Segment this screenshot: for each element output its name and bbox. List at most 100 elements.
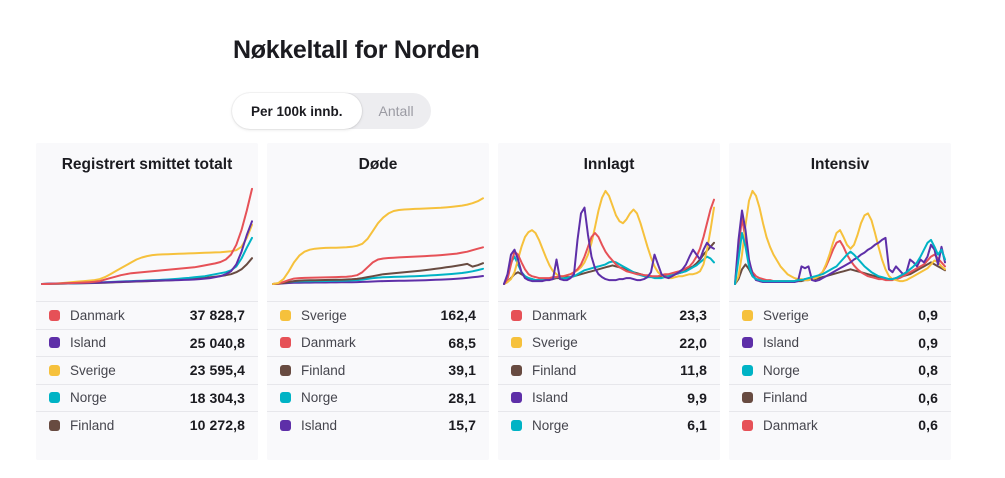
panel-title: Intensiv (810, 156, 870, 173)
legend-color-swatch-icon (742, 337, 753, 349)
legend-value: 25 040,8 (189, 334, 245, 351)
legend-value: 0,6 (918, 417, 938, 434)
legend-color-swatch-icon (511, 364, 522, 376)
legend-table: Sverige 162,4 Danmark 68,5 Finland 39,1 … (267, 301, 489, 439)
legend-color-swatch-icon (511, 309, 522, 321)
legend-country-label: Danmark (70, 307, 125, 323)
legend-color-swatch-icon (49, 364, 60, 376)
line-sverige (41, 223, 253, 285)
line-danmark (41, 187, 253, 285)
legend-value: 6,1 (687, 417, 707, 434)
line-finland (272, 262, 484, 285)
legend-color-swatch-icon (49, 309, 60, 321)
legend-country-label: Danmark (301, 335, 356, 351)
legend-country-label: Danmark (763, 417, 818, 433)
legend-country-label: Norge (763, 362, 800, 378)
legend-value: 28,1 (448, 389, 476, 406)
legend-value: 9,9 (687, 389, 707, 406)
trend-line-chart (734, 189, 946, 285)
legend-country-label: Danmark (532, 307, 587, 323)
legend-color-swatch-icon (742, 364, 753, 376)
legend-country-label: Island (70, 335, 107, 351)
legend-value: 68,5 (448, 334, 476, 351)
legend-color-swatch-icon (280, 419, 291, 431)
line-sverige (272, 197, 484, 285)
legend-country-label: Finland (763, 390, 808, 406)
line-danmark (734, 216, 946, 285)
panel-title: Innlagt (583, 156, 635, 173)
legend-row: Island 0,9 (729, 328, 951, 357)
legend-value: 10 272,8 (189, 417, 245, 434)
legend-value: 0,9 (918, 334, 938, 351)
legend-row: Danmark 0,6 (729, 411, 951, 439)
legend-row: Sverige 22,0 (498, 328, 720, 357)
legend-value: 162,4 (440, 307, 476, 324)
legend-country-label: Island (532, 390, 569, 406)
legend-row: Sverige 0,9 (729, 301, 951, 329)
trend-line-chart (41, 187, 253, 285)
legend-color-swatch-icon (742, 419, 753, 431)
legend-row: Island 15,7 (267, 411, 489, 439)
legend-country-label: Sverige (70, 362, 116, 378)
panel-title: Registrert smittet totalt (61, 156, 233, 173)
legend-value: 23 595,4 (189, 362, 245, 379)
panels-row: Registrert smittet totalt Danmark 37 828… (36, 143, 951, 460)
legend-color-swatch-icon (511, 337, 522, 349)
legend-color-swatch-icon (49, 392, 60, 404)
panel-title: Døde (358, 156, 398, 173)
legend-row: Norge 18 304,3 (36, 383, 258, 412)
legend-value: 18 304,3 (189, 389, 245, 406)
legend-row: Island 25 040,8 (36, 328, 258, 357)
legend-row: Danmark 37 828,7 (36, 301, 258, 329)
legend-table: Sverige 0,9 Island 0,9 Norge 0,8 Finland… (729, 301, 951, 439)
unit-toggle-group: Per 100k innb. Antall (232, 93, 431, 129)
legend-country-label: Sverige (301, 307, 347, 323)
legend-color-swatch-icon (280, 392, 291, 404)
legend-row: Sverige 162,4 (267, 301, 489, 329)
legend-color-swatch-icon (511, 419, 522, 431)
legend-color-swatch-icon (280, 364, 291, 376)
panel-registrert-smittet: Registrert smittet totalt Danmark 37 828… (36, 143, 258, 460)
legend-row: Finland 0,6 (729, 383, 951, 412)
panel-dode: Døde Sverige 162,4 Danmark 68,5 Finland … (267, 143, 489, 460)
legend-color-swatch-icon (49, 419, 60, 431)
legend-value: 0,9 (918, 307, 938, 324)
legend-country-label: Norge (70, 390, 107, 406)
legend-color-swatch-icon (742, 392, 753, 404)
legend-value: 0,6 (918, 389, 938, 406)
legend-row: Sverige 23 595,4 (36, 356, 258, 384)
panel-intensiv: Intensiv Sverige 0,9 Island 0,9 Norge 0,… (729, 143, 951, 460)
toggle-option-per-100k[interactable]: Per 100k innb. (232, 93, 362, 129)
legend-table: Danmark 23,3 Sverige 22,0 Finland 11,8 I… (498, 301, 720, 439)
legend-value: 11,8 (680, 362, 707, 379)
page-title: Nøkkeltall for Norden (233, 36, 480, 64)
legend-color-swatch-icon (280, 309, 291, 321)
legend-color-swatch-icon (49, 337, 60, 349)
legend-country-label: Finland (70, 417, 115, 433)
legend-value: 0,8 (918, 362, 938, 379)
legend-value: 22,0 (679, 334, 707, 351)
legend-country-label: Norge (301, 390, 338, 406)
legend-row: Island 9,9 (498, 383, 720, 412)
legend-color-swatch-icon (280, 337, 291, 349)
line-danmark (272, 246, 484, 285)
panel-innlagt: Innlagt Danmark 23,3 Sverige 22,0 Finlan… (498, 143, 720, 460)
legend-row: Danmark 68,5 (267, 328, 489, 357)
legend-row: Norge 28,1 (267, 383, 489, 412)
toggle-option-antall[interactable]: Antall (362, 93, 431, 129)
legend-country-label: Sverige (763, 307, 809, 323)
legend-row: Finland 10 272,8 (36, 411, 258, 439)
legend-value: 39,1 (448, 362, 476, 379)
legend-color-swatch-icon (511, 392, 522, 404)
line-norge (734, 232, 946, 285)
legend-color-swatch-icon (742, 309, 753, 321)
legend-value: 37 828,7 (189, 307, 245, 324)
line-island (272, 275, 484, 285)
line-island (503, 206, 715, 285)
legend-row: Danmark 23,3 (498, 301, 720, 329)
legend-country-label: Finland (532, 362, 577, 378)
legend-country-label: Island (301, 417, 338, 433)
legend-country-label: Finland (301, 362, 346, 378)
line-sverige (503, 189, 715, 285)
